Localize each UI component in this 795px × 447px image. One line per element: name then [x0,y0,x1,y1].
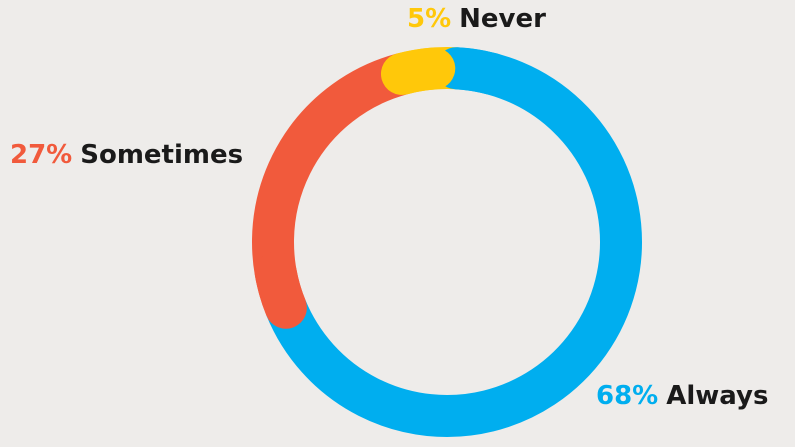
label-sometimes-percent: 27% [10,140,73,170]
donut-slice-never-cap [380,47,456,95]
donut-slice-always [266,47,642,437]
donut-slice-sometimes-cap [254,251,307,329]
label-never: 5% Never [407,4,546,34]
label-never-category: Never [459,4,546,34]
donut-slice-always-cap [435,47,514,95]
label-never-percent: 5% [407,4,452,34]
label-sometimes: 27% Sometimes [10,140,243,170]
label-always: 68% Always [596,381,768,411]
label-sometimes-category: Sometimes [80,140,244,170]
label-always-category: Always [666,381,769,411]
label-always-percent: 68% [596,381,659,411]
